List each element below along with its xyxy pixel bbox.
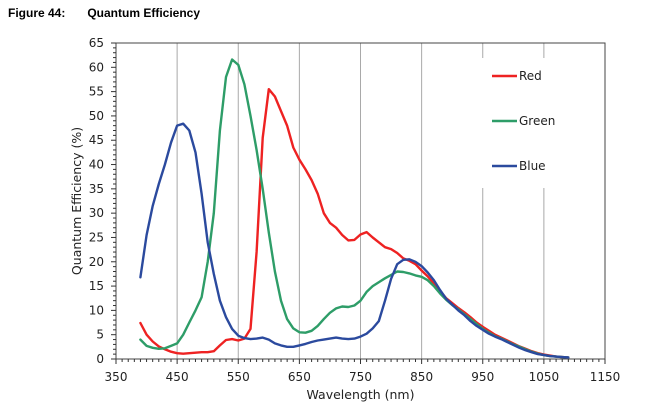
y-tick-label-30: 30 <box>89 206 104 220</box>
figure-title: Quantum Efficiency <box>87 6 201 20</box>
legend-label-green: Green <box>519 114 555 128</box>
figure-header: Figure 44: Quantum Efficiency <box>8 6 200 20</box>
y-tick-label-0: 0 <box>96 352 104 366</box>
x-tick-label-350: 350 <box>105 370 128 384</box>
series-lines <box>139 58 570 359</box>
figure-number: Figure 44: <box>8 6 66 20</box>
y-axis-title: Quantum Efficiency (%) <box>69 127 84 275</box>
series-line-red <box>139 87 570 359</box>
y-tick-label-15: 15 <box>89 279 104 293</box>
axis-ticks <box>111 42 606 364</box>
legend-label-red: Red <box>519 69 542 83</box>
y-tick-labels: 0 5 10 15 20 25 30 35 40 45 50 55 60 65 <box>89 36 104 366</box>
legend-label-blue: Blue <box>519 159 546 173</box>
y-tick-label-65: 65 <box>89 36 104 50</box>
y-tick-label-5: 5 <box>96 328 104 342</box>
y-tick-label-40: 40 <box>89 158 104 172</box>
x-tick-label-1050: 1050 <box>529 370 560 384</box>
y-tick-label-45: 45 <box>89 133 104 147</box>
x-tick-labels: 350 450 550 650 750 850 950 1050 1150 <box>105 370 621 384</box>
x-tick-label-650: 650 <box>288 370 311 384</box>
x-tick-label-1150: 1150 <box>590 370 621 384</box>
y-tick-label-35: 35 <box>89 182 104 196</box>
chart-legend: Red Green Blue <box>478 58 572 188</box>
y-tick-label-55: 55 <box>89 85 104 99</box>
x-tick-label-850: 850 <box>410 370 433 384</box>
x-axis-title: Wavelength (nm) <box>307 387 415 402</box>
y-tick-label-25: 25 <box>89 230 104 244</box>
x-tick-label-950: 950 <box>471 370 494 384</box>
series-line-blue <box>139 122 570 359</box>
y-tick-label-20: 20 <box>89 255 104 269</box>
y-tick-label-50: 50 <box>89 109 104 123</box>
y-tick-label-10: 10 <box>89 303 104 317</box>
y-tick-label-60: 60 <box>89 60 104 74</box>
x-tick-label-750: 750 <box>349 370 372 384</box>
x-tick-label-450: 450 <box>166 370 189 384</box>
x-tick-label-550: 550 <box>227 370 250 384</box>
